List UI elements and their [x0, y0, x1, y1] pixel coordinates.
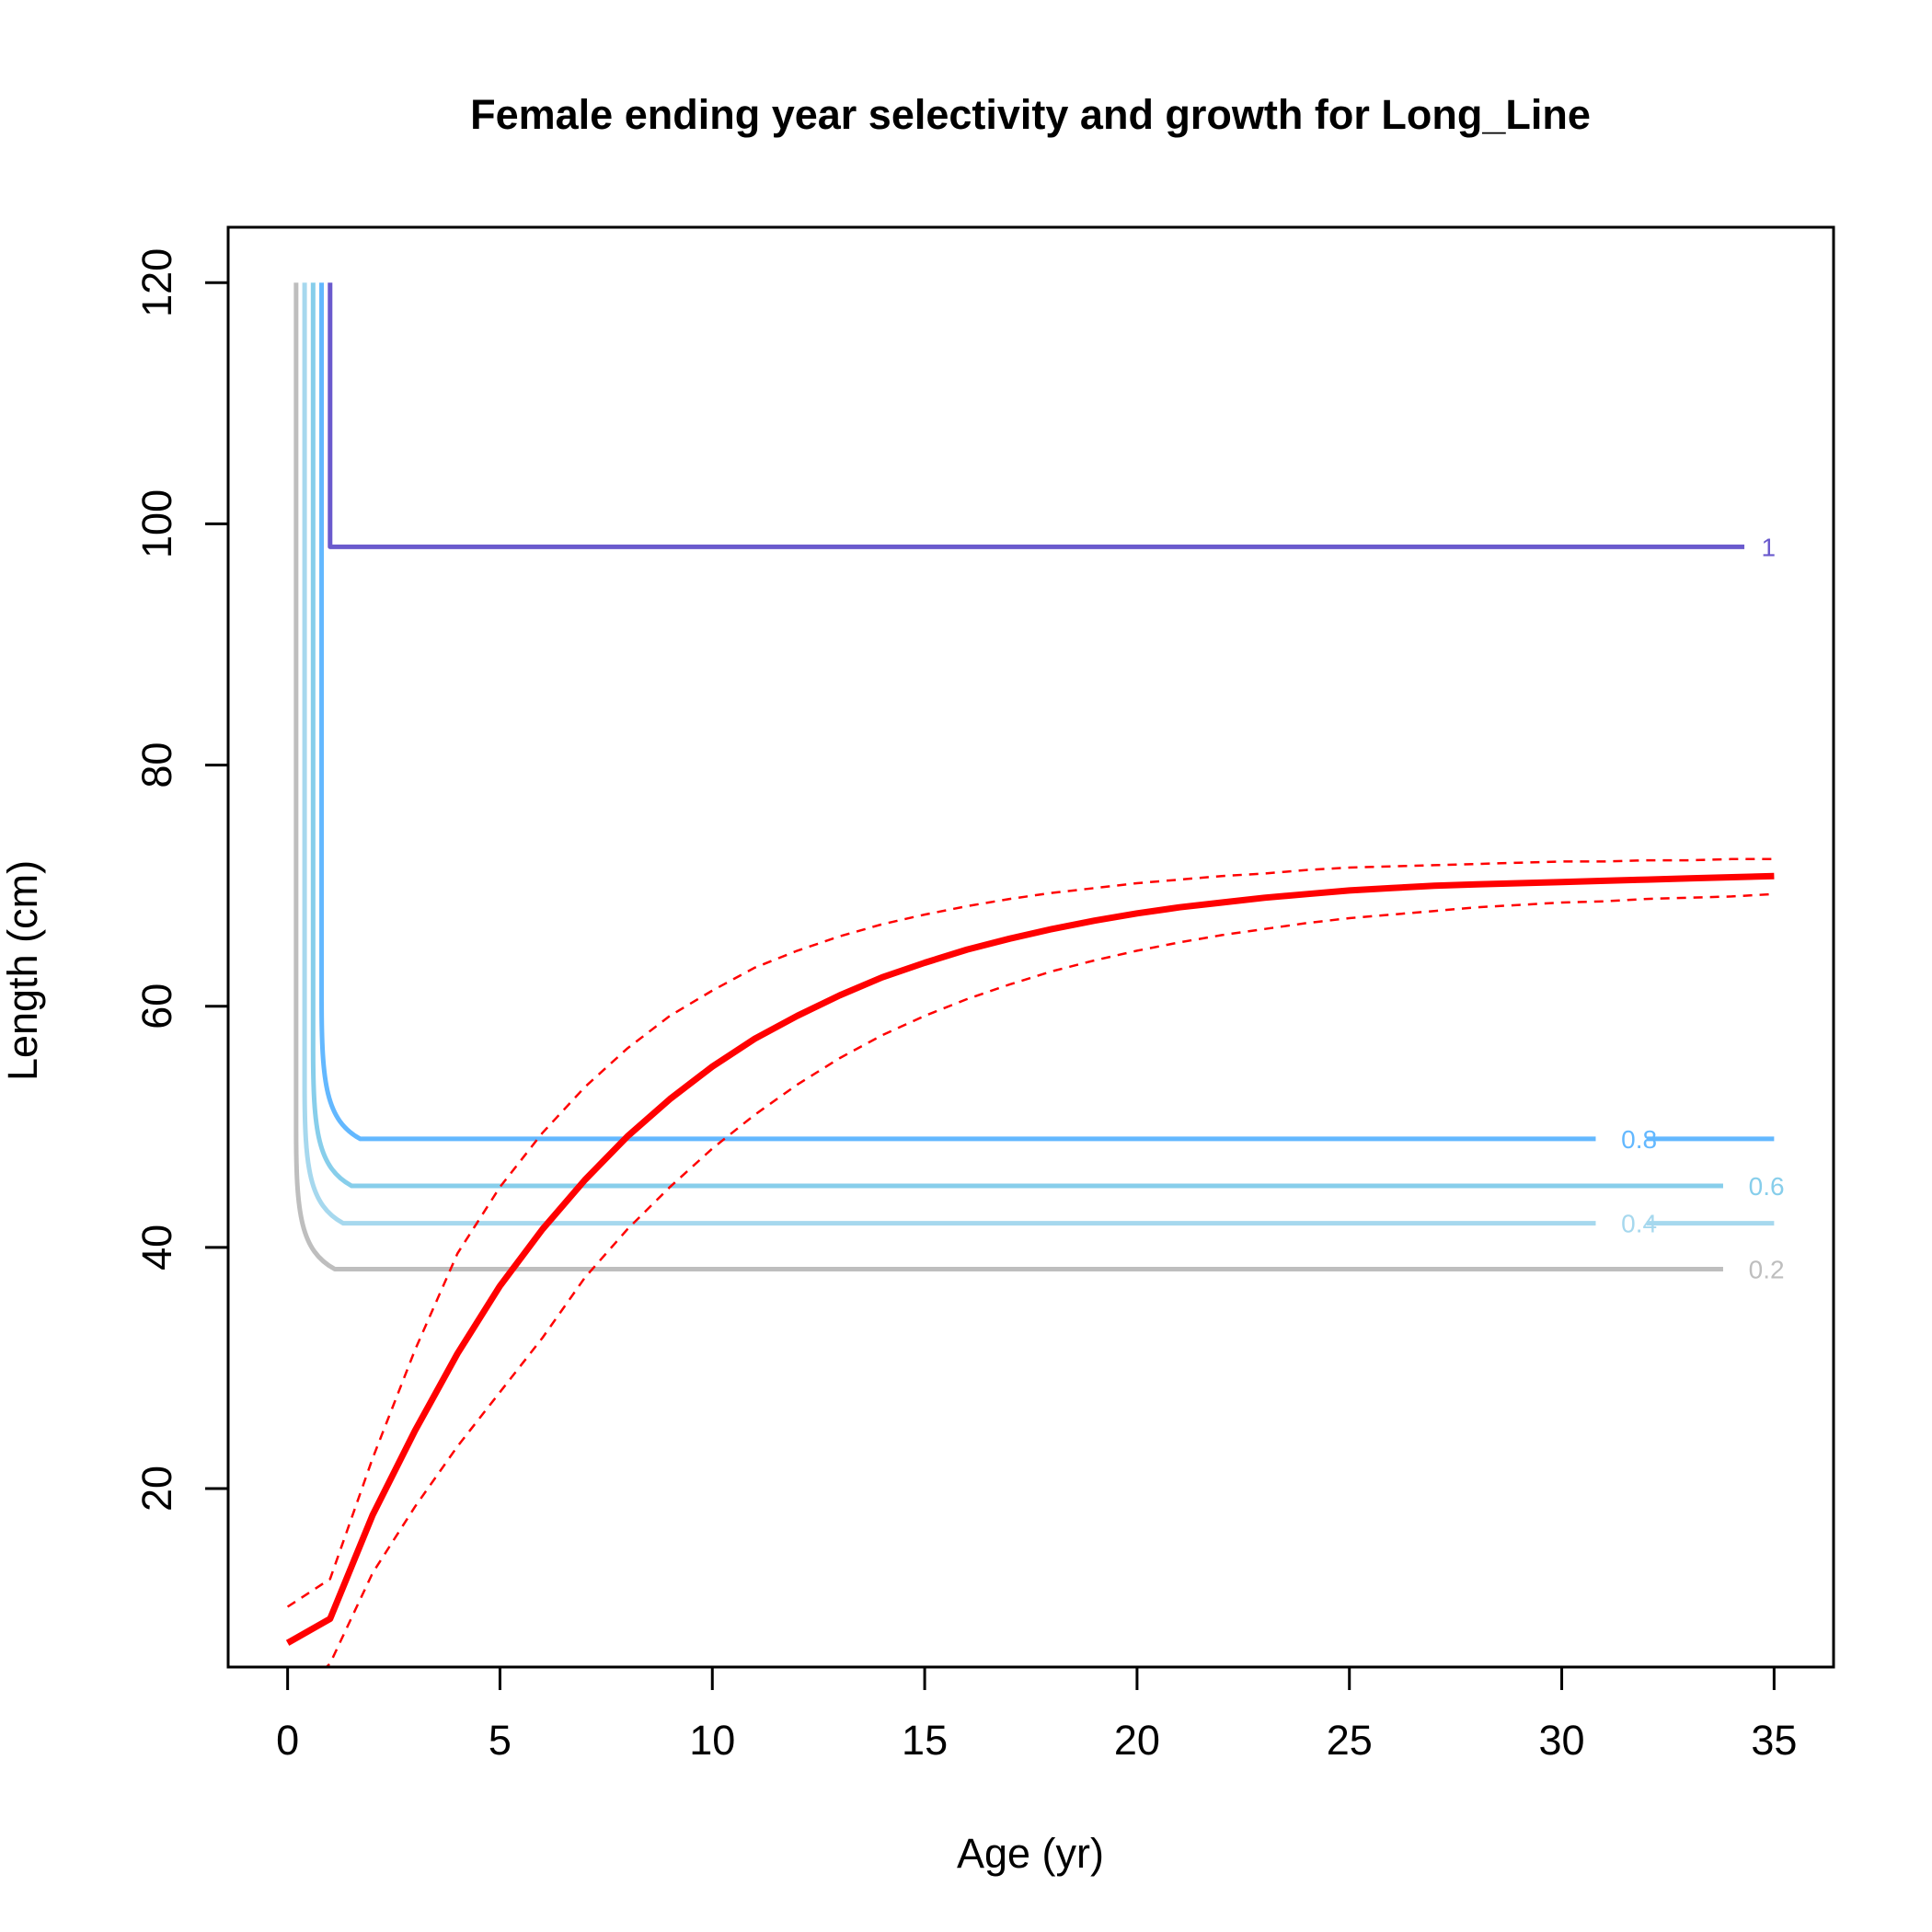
selectivity-contour-0.8 — [319, 282, 1596, 1142]
x-tick-label: 5 — [489, 1717, 512, 1764]
x-tick-label: 20 — [1114, 1717, 1160, 1764]
selectivity-contour-1 — [328, 282, 1745, 549]
chart-title: Female ending year selectivity and growt… — [470, 91, 1591, 138]
x-axis: 0 5 10 15 20 25 30 35 — [276, 1665, 1797, 1764]
y-axis: 20 40 60 80 100 120 — [133, 248, 230, 1512]
selectivity-contour-0.6 — [310, 282, 1723, 1189]
y-tick-label: 60 — [133, 983, 180, 1029]
plot-content — [285, 282, 1775, 1667]
y-axis-title: Length (cm) — [0, 860, 46, 1081]
x-tick-label: 30 — [1539, 1717, 1585, 1764]
contour-label-0.8: 0.8 — [1621, 1125, 1657, 1154]
x-axis-title: Age (yr) — [957, 1830, 1104, 1877]
y-tick-label: 40 — [133, 1225, 180, 1271]
x-tick-label: 10 — [689, 1717, 735, 1764]
x-tick-label: 35 — [1751, 1717, 1797, 1764]
y-tick-label: 20 — [133, 1466, 180, 1512]
y-tick-label: 80 — [133, 742, 180, 788]
selectivity-contour-0.2 — [293, 282, 1723, 1271]
growth-mean-line — [285, 872, 1775, 1646]
x-tick-label: 25 — [1327, 1717, 1373, 1764]
growth-lower-ci-line — [325, 892, 1775, 1667]
contour-labels: 0.2 0.4 0.6 0.8 1 — [1621, 533, 1784, 1283]
contour-label-1: 1 — [1762, 533, 1777, 561]
contour-label-0.6: 0.6 — [1749, 1172, 1785, 1201]
x-tick-label: 15 — [902, 1717, 948, 1764]
y-tick-label: 100 — [133, 489, 180, 558]
contour-label-0.4: 0.4 — [1621, 1210, 1657, 1238]
growth-upper-ci-line — [286, 857, 1775, 1608]
plot-frame — [226, 225, 1835, 1669]
x-tick-label: 0 — [276, 1717, 299, 1764]
contour-label-0.2: 0.2 — [1749, 1255, 1785, 1283]
y-tick-label: 120 — [133, 248, 180, 317]
selectivity-contour-0.4 — [302, 282, 1596, 1226]
